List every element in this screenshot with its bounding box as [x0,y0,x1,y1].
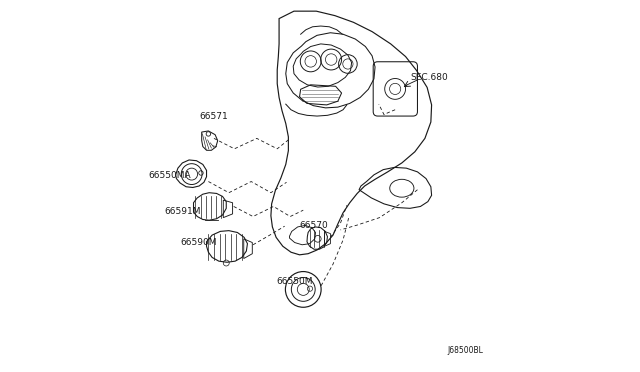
Text: 66550MA: 66550MA [148,171,191,180]
Text: 66571: 66571 [199,112,228,121]
Circle shape [206,132,211,136]
Text: SEC.680: SEC.680 [410,73,448,82]
Text: 66570: 66570 [299,221,328,230]
Text: 66550M: 66550M [276,277,312,286]
Text: J68500BL: J68500BL [447,346,483,355]
Text: 66591M: 66591M [164,207,201,216]
Text: 66590M: 66590M [180,238,217,247]
